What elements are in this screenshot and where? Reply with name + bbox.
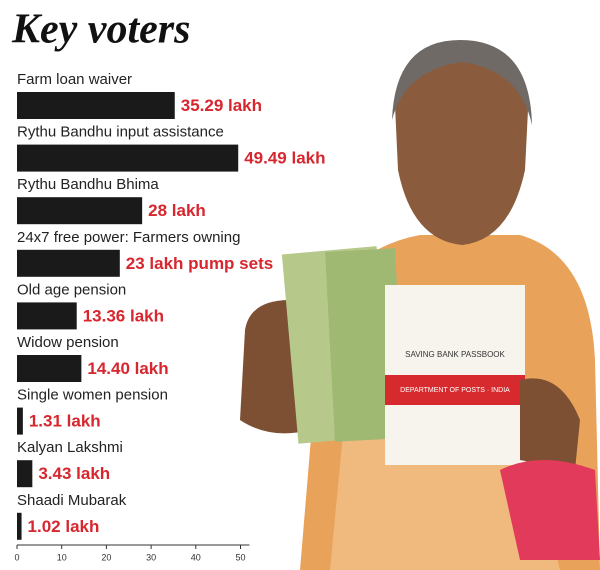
value-label: 13.36 lakh <box>83 306 164 325</box>
value-label: 1.02 lakh <box>28 517 100 536</box>
photo-text: DEPARTMENT OF POSTS · INDIA <box>400 387 510 394</box>
category-label: Rythu Bandhu Bhima <box>17 176 159 193</box>
bar <box>17 92 175 119</box>
category-label: Old age pension <box>17 281 126 298</box>
category-label: Widow pension <box>17 334 119 351</box>
bar <box>17 355 82 382</box>
value-label: 28 lakh <box>148 201 206 220</box>
bar <box>17 249 120 277</box>
value-label: 3.43 lakh <box>38 464 110 483</box>
x-tick-label: 50 <box>235 552 245 562</box>
category-label: Farm loan waiver <box>17 71 132 88</box>
photo-text: SAVING BANK PASSBOOK <box>405 350 505 359</box>
value-label: 35.29 lakh <box>181 96 262 115</box>
category-label: Shaadi Mubarak <box>17 492 127 509</box>
value-label: 49.49 lakh <box>244 149 325 168</box>
bar <box>17 460 33 488</box>
category-label: Rythu Bandhu input assistance <box>17 124 224 141</box>
value-label: 14.40 lakh <box>87 359 168 378</box>
category-label: Kalyan Lakshmi <box>17 439 123 456</box>
value-label: 1.31 lakh <box>29 412 101 431</box>
photo: SAVING BANK PASSBOOK DEPARTMENT OF POSTS… <box>240 40 600 570</box>
bar <box>17 512 22 540</box>
x-tick-label: 30 <box>146 552 156 562</box>
x-tick-label: 40 <box>191 552 201 562</box>
x-tick-label: 20 <box>101 552 111 562</box>
category-label: 24x7 free power: Farmers owning <box>17 229 240 246</box>
bar <box>17 197 143 225</box>
bar <box>17 302 77 330</box>
chart-title: Key voters <box>11 7 190 53</box>
bar <box>17 407 23 435</box>
x-tick-label: 10 <box>57 552 67 562</box>
value-label: 23 lakh pump sets <box>126 254 273 273</box>
category-label: Single women pension <box>17 387 168 404</box>
bar <box>17 144 239 172</box>
x-tick-label: 0 <box>14 552 19 562</box>
